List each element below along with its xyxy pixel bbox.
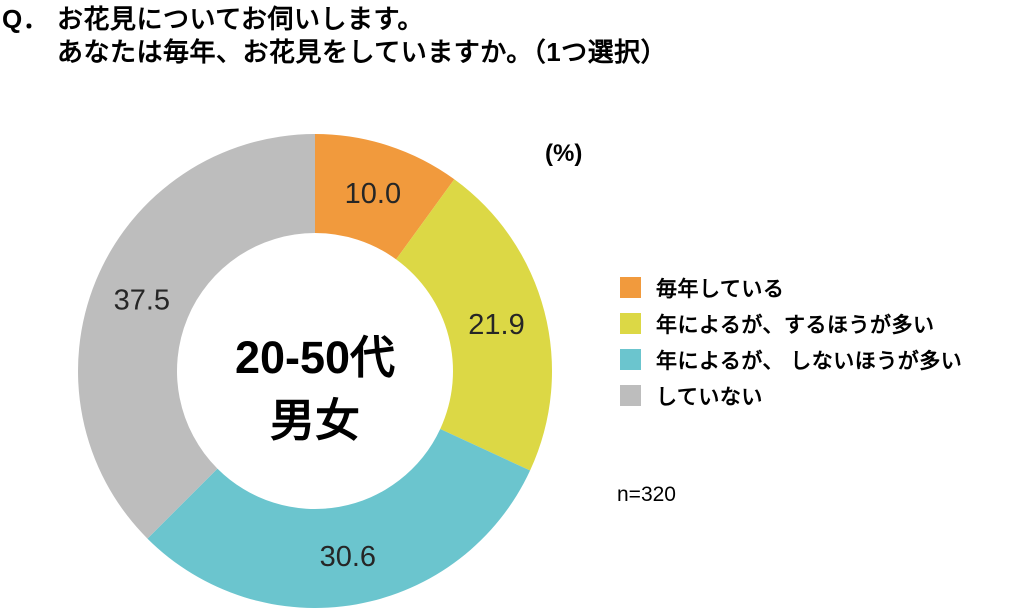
legend-item: 年によるが、するほうが多い xyxy=(620,313,962,337)
legend-item: 年によるが、 しないほうが多い xyxy=(620,349,962,373)
legend-swatch-orange xyxy=(620,277,641,298)
donut-segment-1 xyxy=(396,179,552,471)
question-line1: お花見についてお伺いします。 xyxy=(57,4,424,34)
question-prefix: Q． xyxy=(2,4,50,34)
legend-swatch-teal xyxy=(620,349,641,370)
legend-swatch-gray xyxy=(620,385,641,406)
legend-item: していない xyxy=(620,385,962,409)
legend-label: していない xyxy=(656,385,763,409)
donut-center-label: 20-50代 男女 xyxy=(235,326,395,452)
legend-swatch-yellow xyxy=(620,313,641,334)
legend: 毎年している 年によるが、するほうが多い 年によるが、 しないほうが多い してい… xyxy=(620,277,962,421)
percent-unit-label: (%) xyxy=(545,140,583,167)
sample-size-label: n=320 xyxy=(617,483,676,506)
question-title: Q． お花見についてお伺いします。 あなたは毎年、お花見をしていますか。（1つ選… xyxy=(2,3,667,69)
question-text: お花見についてお伺いします。 あなたは毎年、お花見をしていますか。（1つ選択） xyxy=(57,3,667,69)
question-line2: あなたは毎年、お花見をしていますか。（1つ選択） xyxy=(57,37,668,67)
segment-value-label-1: 21.9 xyxy=(468,309,524,341)
donut-segment-2 xyxy=(147,428,531,608)
donut-chart: 10.0 21.9 30.6 37.5 xyxy=(78,134,552,608)
center-label-line2: 男女 xyxy=(269,395,360,446)
center-label-line1: 20-50代 xyxy=(234,332,396,383)
donut-segment-0 xyxy=(315,134,455,260)
legend-item: 毎年している xyxy=(620,277,962,301)
donut-segment-3 xyxy=(78,134,315,539)
legend-label: 年によるが、 しないほうが多い xyxy=(656,349,963,373)
legend-label: 毎年している xyxy=(656,277,785,301)
legend-label: 年によるが、するほうが多い xyxy=(656,313,935,337)
segment-value-label-3: 37.5 xyxy=(114,284,170,316)
segment-value-label-2: 30.6 xyxy=(320,541,376,573)
segment-value-label-0: 10.0 xyxy=(345,178,401,210)
